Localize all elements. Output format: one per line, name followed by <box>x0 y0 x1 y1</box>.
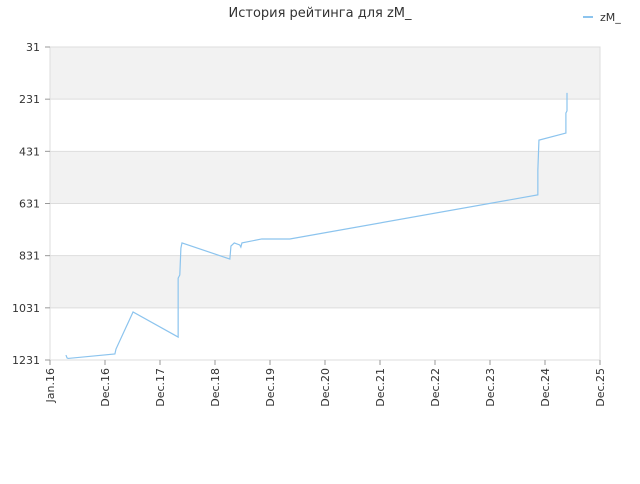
chart-title: История рейтинга для zM_ <box>229 6 412 21</box>
y-tick-label: 831 <box>19 250 40 263</box>
x-tick-label: Jan.16 <box>44 368 57 403</box>
x-tick-label: Dec.23 <box>484 368 497 407</box>
y-tick-label: 231 <box>19 93 40 106</box>
x-tick-label: Dec.19 <box>264 368 277 407</box>
x-tick-label: Dec.21 <box>374 368 387 407</box>
y-tick-label: 631 <box>19 198 40 211</box>
x-tick-label: Dec.25 <box>594 368 607 407</box>
x-tick-label: Dec.24 <box>539 368 552 407</box>
x-tick-label: Dec.16 <box>99 368 112 407</box>
grid-band <box>50 47 600 100</box>
rating-line <box>65 92 568 360</box>
y-tick-label: 1231 <box>12 354 40 367</box>
y-tick-label: 1031 <box>12 302 40 315</box>
x-tick-label: Dec.22 <box>429 368 442 407</box>
y-tick-label: 431 <box>19 145 40 158</box>
legend-label: zM_ <box>600 11 621 24</box>
x-tick-label: Dec.20 <box>319 368 332 407</box>
y-tick-label: 31 <box>26 41 40 54</box>
grid-band <box>50 255 600 308</box>
x-tick-label: Dec.17 <box>154 368 167 407</box>
grid-band <box>50 151 600 204</box>
legend-item: zM_ <box>583 11 621 24</box>
x-tick-label: Dec.18 <box>209 368 222 407</box>
